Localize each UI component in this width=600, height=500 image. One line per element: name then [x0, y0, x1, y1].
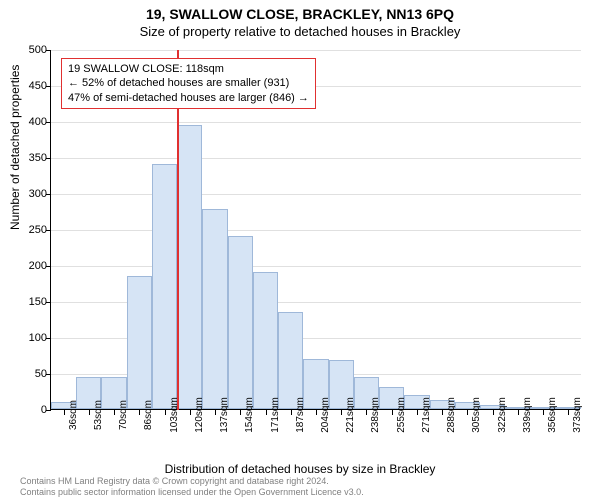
histogram-chart: 19, SWALLOW CLOSE, BRACKLEY, NN13 6PQ Si… — [0, 0, 600, 500]
xtick-mark — [366, 410, 367, 415]
chart-subtitle: Size of property relative to detached ho… — [0, 22, 600, 39]
annotation-line-1: 19 SWALLOW CLOSE: 118sqm — [68, 62, 309, 76]
ytick-label: 150 — [7, 296, 47, 308]
xtick-mark — [64, 410, 65, 415]
gridline — [51, 230, 581, 231]
xtick-mark — [467, 410, 468, 415]
xtick-label: 322sqm — [497, 397, 508, 433]
xtick-label: 373sqm — [572, 397, 583, 433]
xtick-mark — [165, 410, 166, 415]
xtick-mark — [215, 410, 216, 415]
ytick-label: 450 — [7, 80, 47, 92]
ytick-label: 0 — [7, 404, 47, 416]
chart-title: 19, SWALLOW CLOSE, BRACKLEY, NN13 6PQ — [0, 0, 600, 22]
ytick-label: 300 — [7, 188, 47, 200]
xtick-mark — [518, 410, 519, 415]
ytick-label: 50 — [7, 368, 47, 380]
x-axis-title: Distribution of detached houses by size … — [0, 462, 600, 476]
xtick-mark — [266, 410, 267, 415]
xtick-mark — [341, 410, 342, 415]
annotation-line-2: ← 52% of detached houses are smaller (93… — [68, 76, 309, 90]
histogram-bar — [127, 276, 152, 409]
gridline — [51, 50, 581, 51]
histogram-bar — [253, 272, 278, 409]
chart-footer: Contains HM Land Registry data © Crown c… — [20, 476, 364, 498]
footer-line-2: Contains public sector information licen… — [20, 487, 364, 498]
ytick-label: 100 — [7, 332, 47, 344]
histogram-bar — [202, 209, 227, 409]
xtick-mark — [240, 410, 241, 415]
xtick-mark — [568, 410, 569, 415]
ytick-label: 250 — [7, 224, 47, 236]
histogram-bar — [278, 312, 303, 409]
annotation-box: 19 SWALLOW CLOSE: 118sqm← 52% of detache… — [61, 58, 316, 109]
xtick-mark — [89, 410, 90, 415]
xtick-mark — [190, 410, 191, 415]
plot-area: 05010015020025030035040045050036sqm53sqm… — [50, 50, 580, 410]
histogram-bar — [152, 164, 177, 409]
gridline — [51, 122, 581, 123]
histogram-bar — [177, 125, 202, 409]
gridline — [51, 158, 581, 159]
xtick-mark — [291, 410, 292, 415]
ytick-label: 200 — [7, 260, 47, 272]
xtick-mark — [114, 410, 115, 415]
xtick-mark — [392, 410, 393, 415]
xtick-label: 305sqm — [471, 397, 482, 433]
plot-container: 05010015020025030035040045050036sqm53sqm… — [50, 50, 580, 410]
ytick-label: 400 — [7, 116, 47, 128]
xtick-mark — [543, 410, 544, 415]
ytick-label: 500 — [7, 44, 47, 56]
xtick-label: 356sqm — [547, 397, 558, 433]
histogram-bar — [228, 236, 253, 409]
xtick-mark — [493, 410, 494, 415]
xtick-label: 339sqm — [522, 397, 533, 433]
xtick-mark — [139, 410, 140, 415]
xtick-mark — [442, 410, 443, 415]
footer-line-1: Contains HM Land Registry data © Crown c… — [20, 476, 364, 487]
xtick-mark — [316, 410, 317, 415]
annotation-line-3: 47% of semi-detached houses are larger (… — [68, 91, 309, 105]
xtick-mark — [417, 410, 418, 415]
gridline — [51, 266, 581, 267]
ytick-label: 350 — [7, 152, 47, 164]
gridline — [51, 194, 581, 195]
